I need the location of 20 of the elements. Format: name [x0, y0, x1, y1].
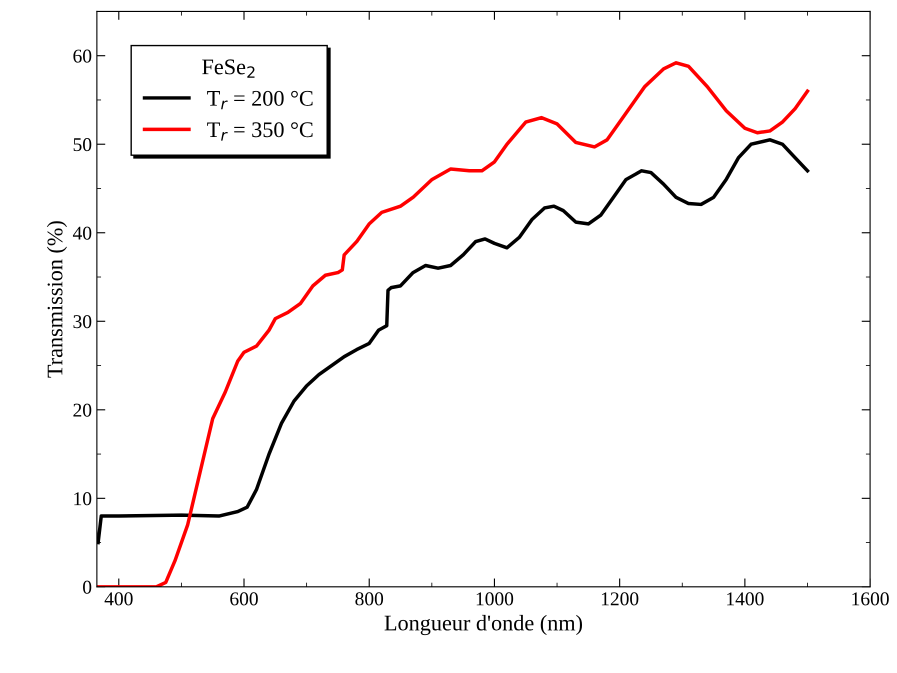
x-tick-label: 800 [355, 592, 384, 606]
x-tick-label: 600 [230, 592, 258, 606]
y-tick-label: 40 [72, 226, 92, 240]
legend-title: FeSe$_{2}$ [202, 59, 255, 78]
y-tick-label: 30 [74, 315, 92, 328]
y-tick-label: 60 [73, 50, 92, 63]
line-series [96, 61, 810, 587]
x-tick-label: 400 [104, 592, 133, 606]
legend-label: T$_{r}$ = 350 °C [207, 122, 313, 141]
y-tick-label: 20 [73, 404, 92, 417]
x-axis-title: Longueur d'onde (nm) [384, 614, 582, 636]
y-tick-label: 10 [74, 492, 92, 506]
y-tick-label: 0 [83, 580, 92, 594]
x-tick-label: 1600 [852, 592, 889, 606]
x-tick-label: 1000 [476, 592, 514, 606]
y-axis-title: Transmission (%) [46, 221, 68, 378]
legend-label: T$_{r}$ = 200 °C [207, 90, 313, 110]
x-tick-label: 1200 [602, 592, 638, 606]
y-tick-label: 50 [74, 138, 92, 152]
x-tick-label: 1400 [727, 592, 764, 606]
